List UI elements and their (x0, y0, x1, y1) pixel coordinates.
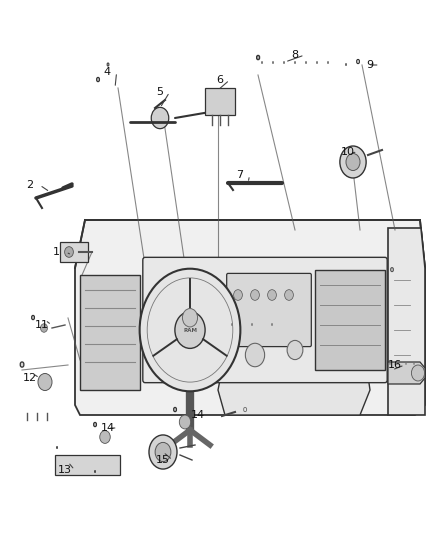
Circle shape (245, 343, 265, 367)
Text: 11: 11 (35, 320, 49, 330)
Circle shape (287, 341, 303, 360)
Text: 5: 5 (156, 87, 163, 97)
FancyBboxPatch shape (283, 61, 284, 63)
Text: 15: 15 (156, 455, 170, 465)
Text: 13: 13 (58, 465, 72, 475)
Circle shape (140, 269, 240, 391)
Polygon shape (388, 228, 425, 415)
Circle shape (65, 247, 74, 257)
Text: 6: 6 (216, 75, 223, 85)
Circle shape (155, 442, 171, 462)
FancyBboxPatch shape (317, 61, 318, 63)
Polygon shape (75, 220, 425, 415)
FancyBboxPatch shape (143, 257, 387, 383)
Polygon shape (80, 275, 140, 390)
Circle shape (183, 309, 198, 327)
FancyBboxPatch shape (107, 63, 109, 66)
Circle shape (100, 431, 110, 443)
Polygon shape (205, 88, 235, 115)
Circle shape (340, 146, 366, 178)
FancyBboxPatch shape (391, 268, 393, 272)
FancyBboxPatch shape (389, 362, 390, 365)
Text: 12: 12 (23, 373, 37, 383)
Text: 8: 8 (291, 50, 299, 60)
FancyBboxPatch shape (251, 324, 252, 326)
FancyBboxPatch shape (257, 55, 259, 60)
Circle shape (233, 289, 242, 300)
Circle shape (149, 435, 177, 469)
Circle shape (38, 374, 52, 391)
Circle shape (175, 312, 205, 349)
Text: 16: 16 (388, 360, 402, 370)
Polygon shape (315, 270, 385, 370)
Circle shape (285, 289, 293, 300)
Circle shape (151, 107, 169, 128)
FancyBboxPatch shape (174, 407, 177, 411)
Circle shape (346, 154, 360, 171)
Text: 14: 14 (191, 410, 205, 420)
Text: 10: 10 (341, 147, 355, 157)
FancyBboxPatch shape (32, 316, 35, 320)
Text: 14: 14 (101, 423, 115, 433)
Circle shape (411, 365, 424, 381)
FancyBboxPatch shape (97, 77, 99, 82)
Text: 7: 7 (237, 170, 244, 180)
FancyBboxPatch shape (357, 60, 360, 63)
Circle shape (179, 415, 191, 429)
FancyBboxPatch shape (232, 324, 233, 326)
Polygon shape (55, 455, 120, 475)
FancyBboxPatch shape (306, 61, 307, 63)
FancyBboxPatch shape (20, 362, 24, 367)
Text: 4: 4 (103, 67, 110, 77)
Text: 1: 1 (53, 247, 60, 257)
Polygon shape (60, 242, 88, 262)
Text: RAM: RAM (183, 327, 197, 333)
FancyBboxPatch shape (94, 423, 96, 426)
Circle shape (268, 289, 276, 300)
Text: 9: 9 (367, 60, 374, 70)
Polygon shape (218, 340, 370, 415)
Circle shape (251, 289, 259, 300)
FancyBboxPatch shape (295, 61, 296, 63)
FancyBboxPatch shape (227, 273, 311, 346)
FancyBboxPatch shape (413, 362, 414, 365)
FancyBboxPatch shape (272, 61, 273, 63)
FancyBboxPatch shape (244, 407, 247, 411)
Text: 2: 2 (26, 180, 34, 190)
Polygon shape (388, 362, 425, 384)
FancyBboxPatch shape (261, 61, 262, 63)
FancyBboxPatch shape (398, 362, 399, 365)
Circle shape (40, 324, 47, 332)
